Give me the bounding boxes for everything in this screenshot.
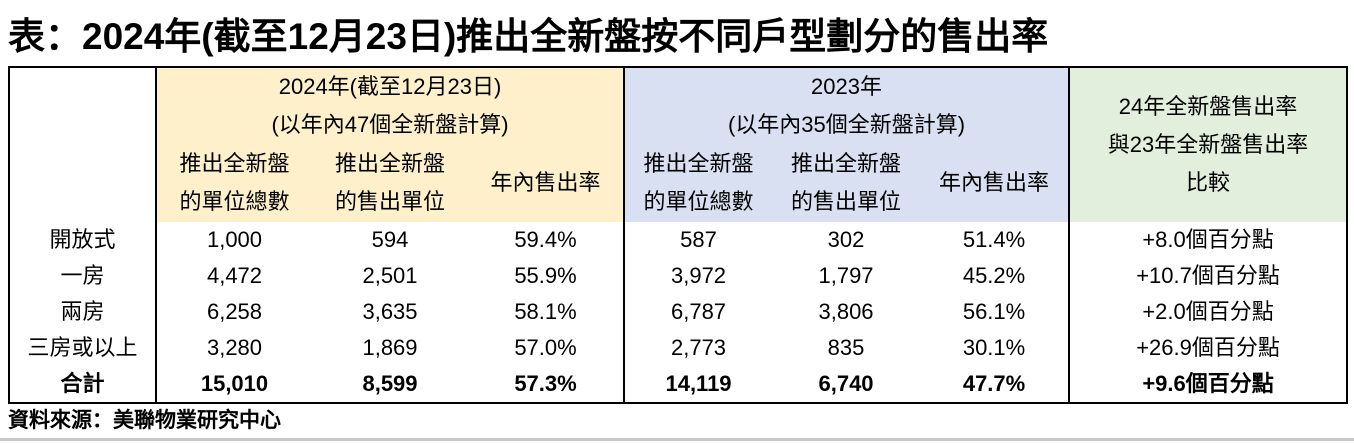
bottom-divider xyxy=(0,438,1354,441)
cell-compare: +8.0個百分點 xyxy=(1068,222,1348,258)
row-two-bedroom: 兩房 6,258 3,635 58.1% 6,787 3,806 56.1% +… xyxy=(9,294,1348,330)
cell-2024-sold: 3,635 xyxy=(362,299,418,324)
row-label: 三房或以上 xyxy=(27,335,138,360)
cell-2023-sold: 3,806 xyxy=(818,299,874,324)
subheader-2024-units: 推出全新盤 的單位總數 xyxy=(155,144,312,222)
subheader-line: 推出全新盤 xyxy=(791,151,902,176)
cell-2023-rate: 51.4% xyxy=(962,227,1026,252)
row-label: 兩房 xyxy=(60,299,105,324)
group-2023-line1: 2023年 xyxy=(811,74,882,99)
cell-compare: +10.7個百分點 xyxy=(1068,258,1348,294)
cell-2024-rate: 57.3% xyxy=(514,371,577,396)
subheader-line: 的單位總數 xyxy=(643,189,754,214)
subheader-2023-sold: 推出全新盤 的售出單位 xyxy=(772,144,921,222)
page-title: 表：2024年(截至12月23日)推出全新盤按不同戶型劃分的售出率 xyxy=(8,16,1049,57)
row-label: 開放式 xyxy=(49,227,116,252)
group-2024-line1: 2024年(截至12月23日) xyxy=(278,74,502,99)
subheader-line: 的單位總數 xyxy=(179,189,290,214)
cell-2023-rate: 45.2% xyxy=(962,263,1026,288)
cell-2024-sold: 8,599 xyxy=(362,371,418,396)
row-one-bedroom: 一房 4,472 2,501 55.9% 3,972 1,797 45.2% +… xyxy=(9,258,1348,294)
cell-2023-units: 14,119 xyxy=(623,366,773,403)
subheader-line: 推出全新盤 xyxy=(179,151,290,176)
row-total: 合計 15,010 8,599 57.3% 14,119 6,740 47.7%… xyxy=(9,366,1348,403)
row-label: 一房 xyxy=(60,263,105,288)
subheader-2024-sold: 推出全新盤 的售出單位 xyxy=(312,144,468,222)
subheader-line: 推出全新盤 xyxy=(643,151,754,176)
subheader-line: 的售出單位 xyxy=(791,189,902,214)
subheader-2023-units: 推出全新盤 的單位總數 xyxy=(623,144,773,222)
cell-2024-sold: 2,501 xyxy=(362,263,418,288)
cell-2023-rate: 47.7% xyxy=(962,371,1026,396)
row-three-plus-bedroom: 三房或以上 3,280 1,869 57.0% 2,773 835 30.1% … xyxy=(9,330,1348,366)
cell-compare: +26.9個百分點 xyxy=(1068,330,1348,366)
cell-2024-sold: 594 xyxy=(371,227,409,252)
cell-2023-sold: 835 xyxy=(827,335,865,360)
cell-2023-rate: 56.1% xyxy=(962,299,1026,324)
cell-2023-units: 2,773 xyxy=(623,330,773,366)
subheader-line: 推出全新盤 xyxy=(334,151,445,176)
cell-2023-units: 6,787 xyxy=(623,294,773,330)
group-header-row: 2024年(截至12月23日) (以年內47個全新盤計算) 2023年 (以年內… xyxy=(9,67,1348,222)
row-open-plan: 開放式 1,000 594 59.4% 587 302 51.4% +8.0個百… xyxy=(9,222,1348,258)
cell-2023-sold: 1,797 xyxy=(818,263,874,288)
group-2024-line2: (以年內47個全新盤計算) xyxy=(271,112,509,137)
cell-2024-rate: 55.9% xyxy=(514,263,577,288)
cell-2023-rate: 30.1% xyxy=(962,335,1026,360)
compare-line1: 24年全新盤售出率 xyxy=(1118,94,1298,119)
cell-2023-sold: 6,740 xyxy=(818,371,874,396)
cell-2024-units: 15,010 xyxy=(155,366,312,403)
cell-2024-rate: 57.0% xyxy=(514,335,577,360)
compare-line2: 與23年全新盤售出率 xyxy=(1107,132,1309,157)
cell-2024-rate: 58.1% xyxy=(514,299,577,324)
subheader-2023-rate: 年內售出率 xyxy=(920,144,1070,222)
cell-2024-units: 6,258 xyxy=(155,294,312,330)
cell-2024-units: 4,472 xyxy=(155,258,312,294)
cell-2023-units: 587 xyxy=(623,222,773,258)
group-header-2024: 2024年(截至12月23日) (以年內47個全新盤計算) xyxy=(154,67,625,144)
cell-2023-units: 3,972 xyxy=(623,258,773,294)
cell-compare: +9.6個百分點 xyxy=(1068,366,1348,403)
sub-header-row: 推出全新盤 的單位總數 推出全新盤 的售出單位 年內售出率 推出全新盤 的單位總… xyxy=(9,144,1347,222)
group-header-compare: 24年全新盤售出率 與23年全新盤售出率 比較 xyxy=(1068,67,1348,222)
cell-2024-sold: 1,869 xyxy=(362,335,418,360)
cell-2024-rate: 59.4% xyxy=(514,227,577,252)
cell-2024-units: 1,000 xyxy=(155,222,312,258)
corner-cell xyxy=(9,67,156,144)
cell-2024-units: 3,280 xyxy=(155,330,312,366)
cell-compare: +2.0個百分點 xyxy=(1068,294,1348,330)
cell-2023-sold: 302 xyxy=(827,227,865,252)
source-note: 資料來源：美聯物業研究中心 xyxy=(8,409,281,432)
compare-line3: 比較 xyxy=(1186,170,1231,195)
group-header-2023: 2023年 (以年內35個全新盤計算) xyxy=(623,67,1070,144)
subheader-2024-rate: 年內售出率 xyxy=(468,144,625,222)
row-label: 合計 xyxy=(60,371,105,396)
group-2023-line2: (以年內35個全新盤計算) xyxy=(727,112,966,137)
subheader-line: 的售出單位 xyxy=(334,189,445,214)
sales-rate-table: 2024年(截至12月23日) (以年內47個全新盤計算) 2023年 (以年內… xyxy=(8,66,1349,404)
corner-cell xyxy=(9,144,156,222)
